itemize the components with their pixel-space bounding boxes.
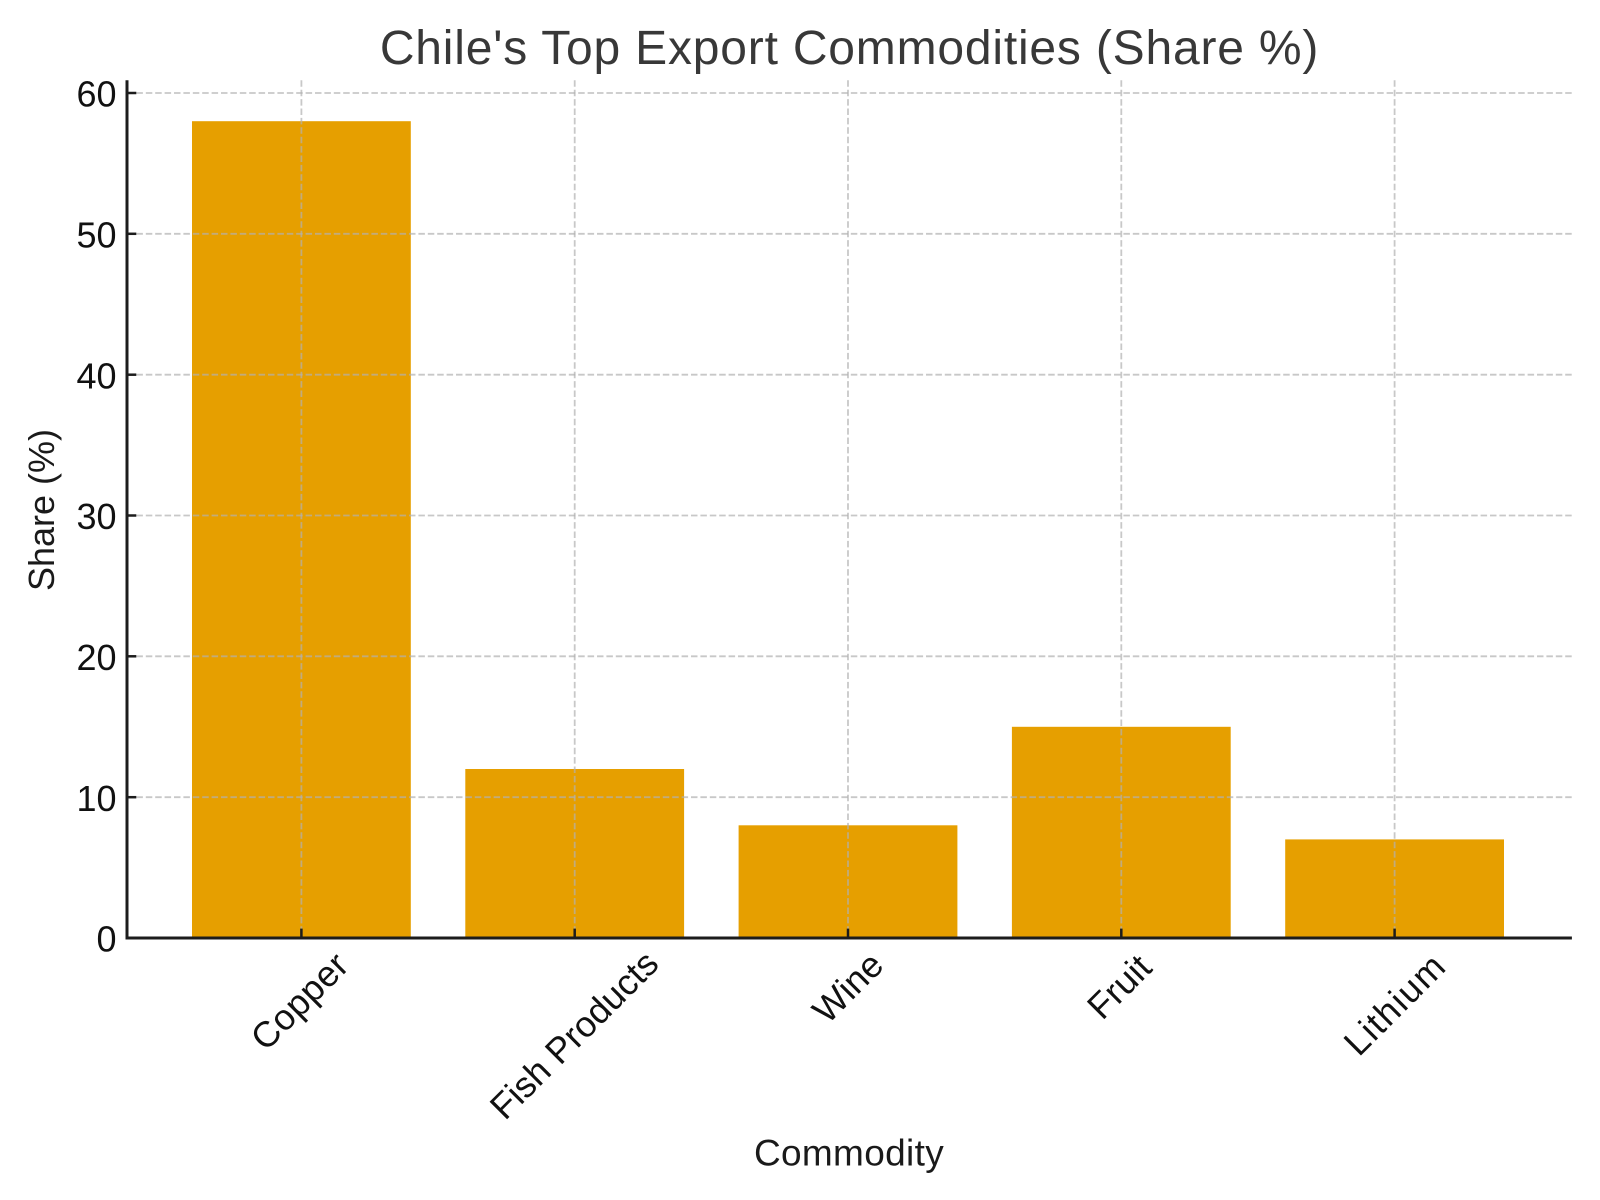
svg-text:10: 10 <box>76 778 116 819</box>
svg-text:Chile's Top Export Commodities: Chile's Top Export Commodities (Share %) <box>380 22 1319 75</box>
svg-text:60: 60 <box>76 74 116 115</box>
svg-text:50: 50 <box>76 215 116 256</box>
svg-text:0: 0 <box>96 919 116 960</box>
svg-text:40: 40 <box>76 355 116 396</box>
svg-text:Share (%): Share (%) <box>21 429 62 591</box>
svg-text:30: 30 <box>76 496 116 537</box>
svg-text:Commodity: Commodity <box>754 1133 944 1174</box>
svg-text:20: 20 <box>76 637 116 678</box>
